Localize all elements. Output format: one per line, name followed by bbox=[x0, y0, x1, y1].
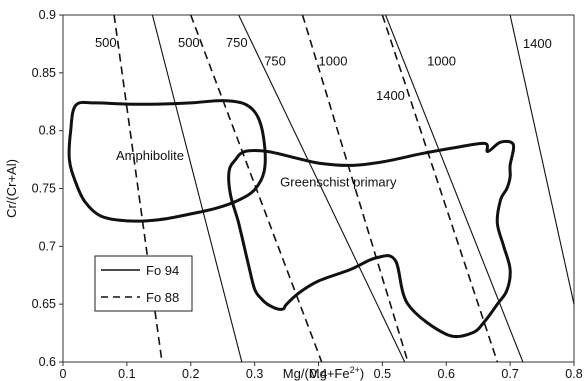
x-axis-title-main: Mg/(Mg+Fe bbox=[283, 366, 350, 381]
y-tick-label: 0.75 bbox=[32, 182, 56, 196]
x-axis-title: Mg/(Mg+Fe2+) bbox=[283, 365, 364, 381]
y-tick-label: 0.9 bbox=[39, 8, 56, 22]
x-tick-label: 0.6 bbox=[438, 367, 455, 381]
isotherm-500-solid-label: 500 bbox=[178, 35, 200, 50]
y-tick-label: 0.65 bbox=[32, 297, 56, 311]
isotherm-1000-solid-label: 1000 bbox=[427, 53, 456, 68]
region-greenschist-primary-label: Greenschist primary bbox=[280, 175, 397, 190]
region-layer bbox=[67, 99, 516, 339]
y-tick-label: 0.85 bbox=[32, 66, 56, 80]
x-axis-title-sup: 2+ bbox=[350, 365, 360, 375]
isotherm-1000-dashed-label: 1000 bbox=[319, 53, 348, 68]
y-axis-title: Cr/(Cr+Al) bbox=[4, 159, 19, 218]
isotherm-750-dashed-label: 750 bbox=[226, 35, 248, 50]
isotherm-1400-solid-label: 1400 bbox=[523, 36, 552, 51]
legend: Fo 94 Fo 88 bbox=[94, 255, 193, 312]
y-tick-label: 0.8 bbox=[39, 124, 56, 138]
isotherm-1400-dashed-label: 1400 bbox=[376, 88, 405, 103]
region-amphibolite-label: Amphibolite bbox=[116, 148, 184, 163]
isotherm-500-solid-line bbox=[151, 15, 243, 362]
isotherm-1000-solid-line bbox=[385, 15, 524, 362]
x-axis-title-suffix: ) bbox=[360, 366, 364, 381]
region-greenschist-primary-outline bbox=[227, 139, 516, 339]
isotherm-1400-solid-line bbox=[509, 15, 574, 307]
region-amphibolite-outline bbox=[67, 99, 267, 223]
y-tick-label: 0.7 bbox=[39, 239, 56, 253]
x-tick-label: 0.2 bbox=[182, 367, 199, 381]
x-tick-label: 0.7 bbox=[501, 367, 518, 381]
x-tick-label: 0.1 bbox=[118, 367, 135, 381]
isotherm-1000-dashed-line bbox=[301, 15, 409, 362]
x-tick-label: 0.5 bbox=[374, 367, 391, 381]
legend-label-fo88: Fo 88 bbox=[146, 290, 179, 305]
x-tick-label: 0.8 bbox=[565, 367, 582, 381]
x-tick-label: 0.3 bbox=[246, 367, 263, 381]
annotation-layer: 500 500 750 750 1000 1000 1400 1400 Amphibolite G… bbox=[95, 35, 552, 190]
isotherm-750-solid-label: 750 bbox=[264, 53, 286, 68]
legend-label-fo94: Fo 94 bbox=[146, 263, 179, 278]
isotherm-750-solid-line bbox=[238, 15, 406, 362]
legend-box bbox=[94, 255, 193, 312]
x-tick-label: 0 bbox=[60, 367, 67, 381]
isotherm-1400-dashed-line bbox=[381, 15, 499, 362]
tick-layer: 0 0.1 0.2 0.3 0.4 0.5 0.6 0.7 0.8 0.6 0.65 0.7 0.75 0… bbox=[32, 8, 583, 381]
y-tick-label: 0.6 bbox=[39, 355, 56, 369]
x-tick-label: 0.4 bbox=[310, 367, 327, 381]
isotherm-500-dashed-label: 500 bbox=[95, 35, 117, 50]
